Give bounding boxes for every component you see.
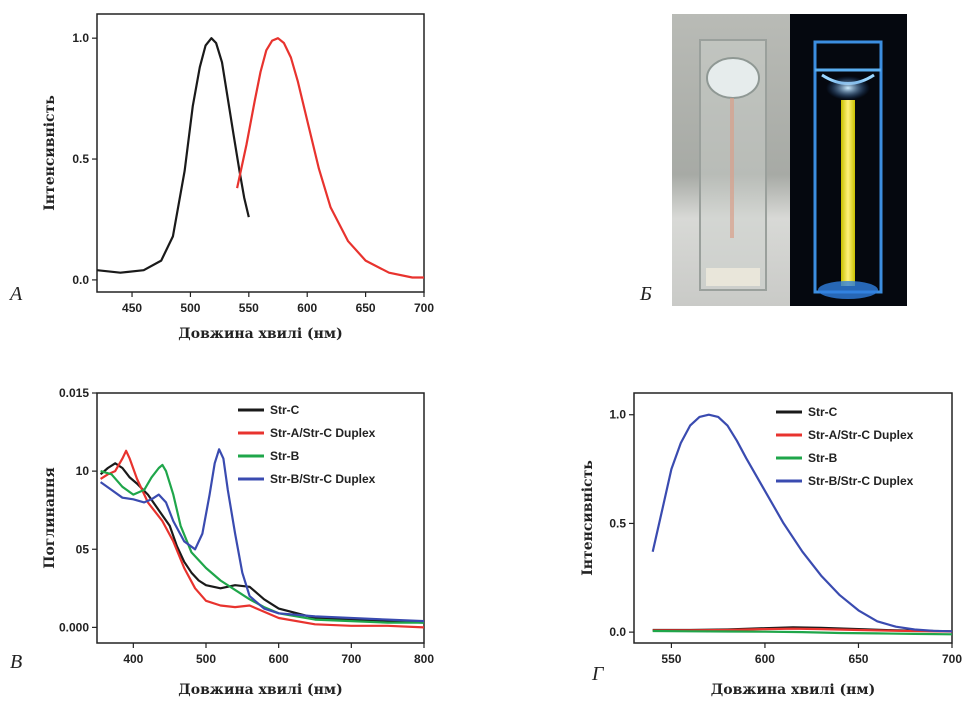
x-tick-label: 700 [341,652,361,666]
x-tick-label: 500 [180,301,200,315]
legend-entry: Str-B/Str-C Duplex [270,472,376,486]
plot-frame [633,392,953,644]
x-axis-title: Довжина хвилі (нм) [178,682,342,698]
x-tick-label: 650 [848,652,868,666]
x-tick-label: 700 [414,301,434,315]
series-line-3 [651,413,952,633]
x-tick-label: 550 [661,652,681,666]
legend-entry: Str-C [808,405,838,419]
x-axis-title: Довжина хвилі (нм) [711,682,875,698]
legend-entry: Str-B [270,449,300,463]
x-tick-label: 650 [356,301,376,315]
series-line-1 [652,627,952,633]
series-line-0 [99,462,424,624]
y-tick-label: 0.000 [59,620,89,634]
x-axis-title: Довжина хвилі (нм) [178,326,342,342]
series-line-2 [652,629,952,636]
series-line-0 [97,37,250,274]
panel-label-b: Б [639,283,652,305]
y-tick-label: 0.0 [72,273,89,287]
series-line-2 [100,463,424,624]
legend-entry: Str-A/Str-C Duplex [270,426,376,440]
chart-b-absorbance: 400 500 600 700 800 0.000 05 10 0.015 Довжина хви… [42,386,434,698]
legend-entry: Str-A/Str-C Duplex [808,428,914,442]
y-tick-label: 0.015 [59,386,89,400]
y-tick-label: 10 [76,464,90,478]
x-tick-label: 600 [297,301,317,315]
cuvette-photo [672,14,907,306]
y-tick-label: 0.5 [609,516,626,530]
y-tick-label: 0.5 [72,152,89,166]
series-line-1 [100,449,424,629]
y-axis-title: Інтенсивність [42,95,58,211]
panel-label-d: Г [591,663,605,685]
panel-label-c: В [10,651,22,673]
x-tick-label: 800 [414,652,434,666]
x-tick-label: 600 [269,652,289,666]
plot-frame [96,392,425,644]
series-line-3 [99,448,424,623]
x-tick-label: 550 [239,301,259,315]
y-axis-title: Поглинання [42,467,58,569]
series-line-1 [236,37,424,279]
y-tick-label: 0.0 [609,625,626,639]
legend-entry: Str-B/Str-C Duplex [808,474,914,488]
panel-label-a: А [8,283,23,305]
x-tick-label: 400 [123,652,143,666]
x-tick-label: 600 [755,652,775,666]
chart-a-fluorescence: 450 500 550 600 650 700 0.0 0.5 1.0 Довжина хвилі… [42,13,434,342]
y-axis-title: Інтенсивність [580,460,596,576]
plot-frame [96,13,425,293]
x-tick-label: 500 [196,652,216,666]
y-tick-label: 1.0 [609,408,626,422]
legend-entry: Str-C [270,403,300,417]
x-tick-label: 700 [942,652,962,666]
chart-c-fluorescence: 550 600 650 700 0.0 0.5 1.0 Довжина хвилі (нм) І… [580,392,962,698]
y-tick-label: 1.0 [72,31,89,45]
x-tick-label: 450 [122,301,142,315]
y-tick-label: 05 [76,542,90,556]
legend-entry: Str-B [808,451,838,465]
